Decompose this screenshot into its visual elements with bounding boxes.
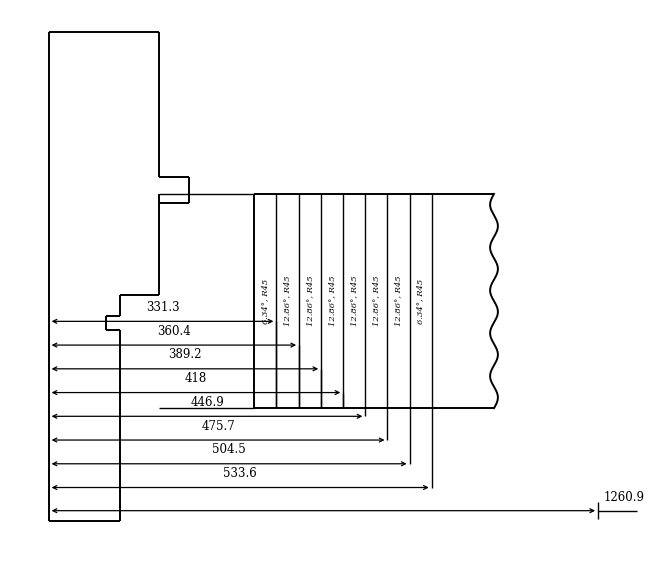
Text: 533.6: 533.6: [224, 467, 257, 480]
Text: 12.86°, R45: 12.86°, R45: [328, 276, 336, 327]
Text: 389.2: 389.2: [168, 349, 202, 361]
Text: 446.9: 446.9: [190, 396, 224, 409]
Text: 12.86°, R45: 12.86°, R45: [372, 276, 380, 327]
Text: 6.34°, R45: 6.34°, R45: [417, 278, 424, 324]
Text: 12.86°, R45: 12.86°, R45: [283, 276, 292, 327]
Text: 12.86°, R45: 12.86°, R45: [306, 276, 314, 327]
Text: 504.5: 504.5: [213, 444, 246, 456]
Text: 418: 418: [185, 372, 207, 385]
Text: 6.34°, R45: 6.34°, R45: [261, 278, 269, 324]
Text: 475.7: 475.7: [202, 420, 235, 433]
Text: 12.86°, R45: 12.86°, R45: [395, 276, 402, 327]
Text: 12.86°, R45: 12.86°, R45: [350, 276, 358, 327]
Text: 1260.9: 1260.9: [603, 491, 644, 504]
Text: 331.3: 331.3: [146, 301, 179, 314]
Text: 360.4: 360.4: [157, 325, 190, 338]
